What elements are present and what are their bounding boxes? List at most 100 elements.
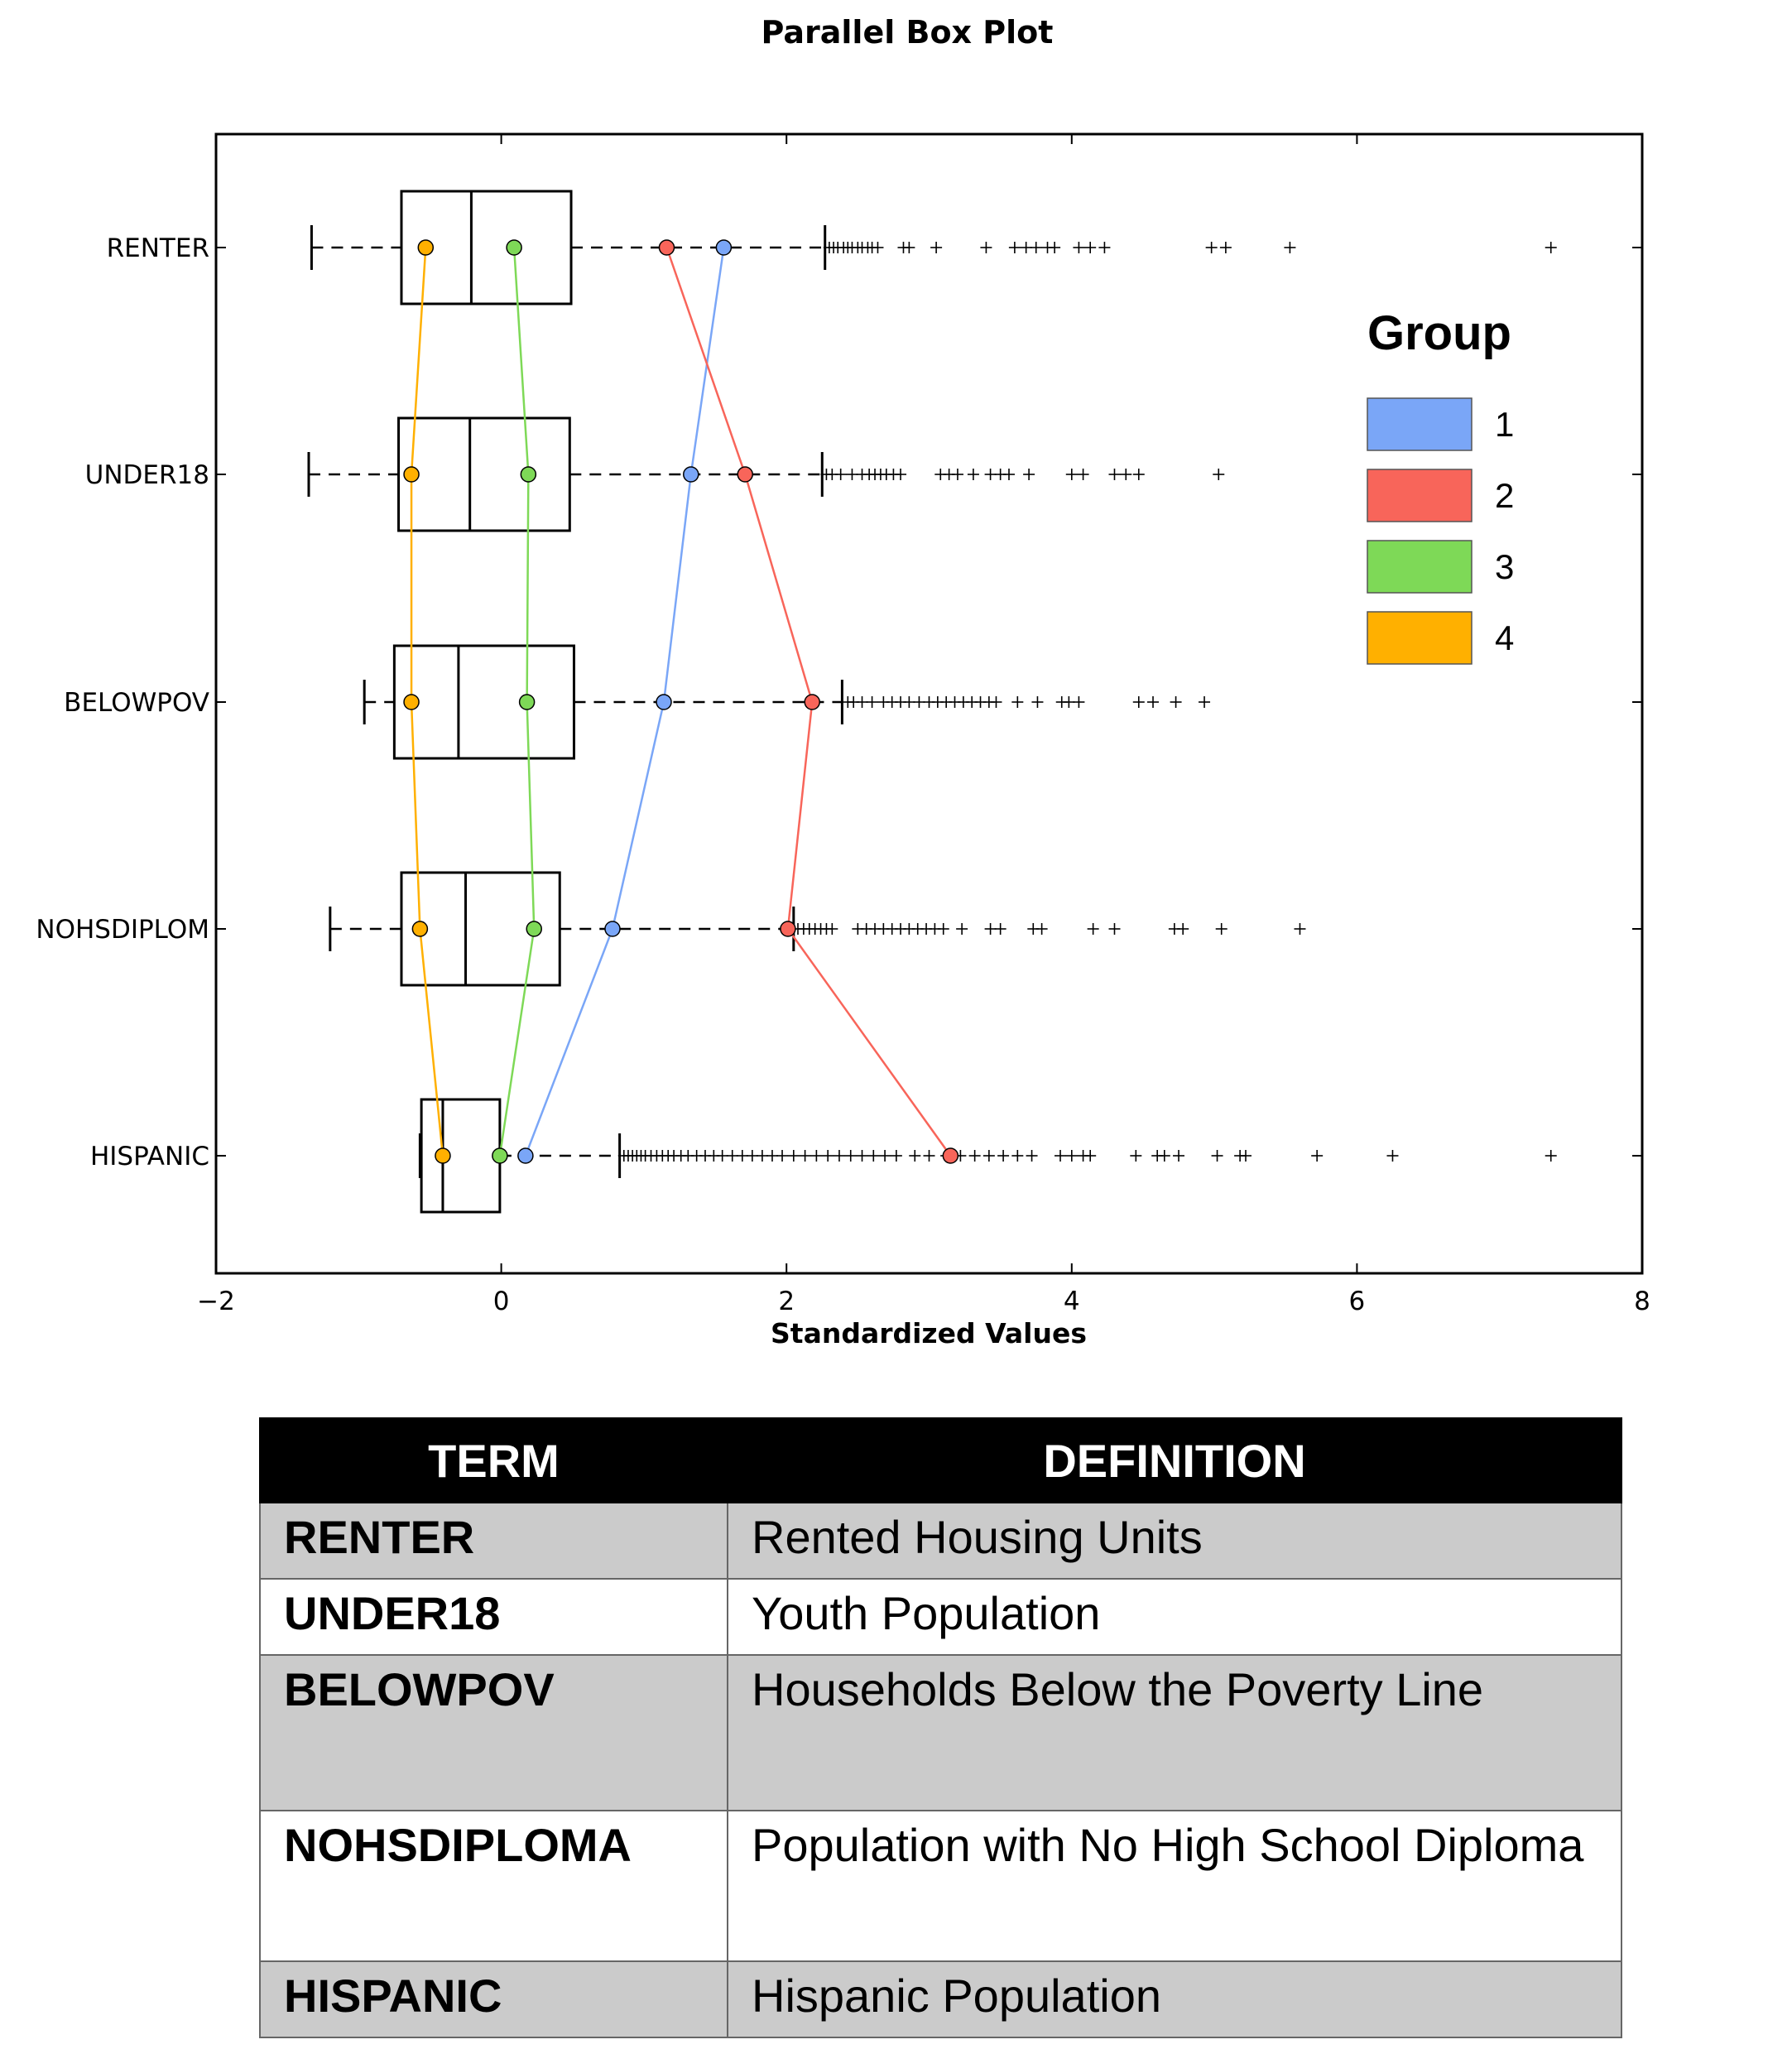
box [397, 416, 571, 532]
outlier-marker [1386, 1150, 1399, 1162]
outlier-marker [1049, 242, 1061, 253]
outlier-marker [1084, 1150, 1097, 1162]
x-tick-label: −2 [197, 1287, 235, 1316]
outlier-marker [822, 1150, 834, 1162]
outlier-marker [856, 1150, 868, 1162]
box [400, 190, 573, 305]
definition-cell: Hispanic Population [727, 1960, 1622, 2038]
outlier-marker [1215, 923, 1227, 935]
legend-label: 2 [1495, 476, 1514, 515]
table-row: HISPANIC Hispanic Population [259, 1960, 1622, 2038]
outlier-marker [967, 469, 979, 480]
x-tick-label: 0 [493, 1287, 510, 1316]
series-point-group-3 [492, 1147, 508, 1164]
outlier-marker [746, 1150, 758, 1162]
parallel-box-plot: Parallel Box Plot −2 0 2 4 6 8 RENTER UNDER18 BE… [36, 14, 1650, 1349]
box [420, 1098, 502, 1214]
term-cell: BELOWPOV [259, 1654, 728, 1811]
definition-cell: Rented Housing Units [727, 1502, 1622, 1580]
outlier-marker [1011, 1150, 1024, 1162]
definition-cell: Households Below the Poverty Line [727, 1654, 1622, 1811]
outlier-marker [879, 1150, 891, 1162]
category-label: HISPANIC [90, 1142, 209, 1171]
definition-cell: Youth Population [727, 1578, 1622, 1656]
series-point-group-4 [403, 694, 420, 710]
outlier-marker [1147, 696, 1160, 708]
series-point-group-3 [506, 239, 522, 256]
series-point-group-1 [683, 466, 699, 483]
outlier-marker [1132, 469, 1145, 480]
outlier-marker [1011, 696, 1024, 708]
term-cell: HISPANIC [259, 1960, 728, 2038]
outlier-marker [1199, 696, 1211, 708]
outlier-marker [1170, 696, 1182, 708]
outlier-marker [1077, 469, 1089, 480]
outlier-marker [997, 1150, 1010, 1162]
outlier-marker [856, 696, 868, 708]
legend-label: 3 [1495, 547, 1514, 586]
outlier-marker [1219, 242, 1232, 253]
category-label: UNDER18 [85, 460, 209, 490]
outlier-marker [1063, 696, 1075, 708]
outlier-marker [1177, 923, 1189, 935]
x-tick-label: 8 [1634, 1287, 1650, 1316]
outlier-marker [1073, 696, 1085, 708]
outlier-marker [1084, 242, 1097, 253]
outlier-marker [1108, 469, 1121, 480]
series-point-group-3 [518, 694, 536, 710]
series-point-group-3 [526, 921, 542, 937]
x-tick-label: 6 [1349, 1287, 1366, 1316]
series-point-group-4 [417, 239, 435, 256]
outlier-marker [1213, 469, 1225, 480]
outlier-marker [1311, 1150, 1324, 1162]
outlier-marker [810, 1150, 823, 1162]
box [392, 644, 575, 760]
outlier-marker [994, 923, 1006, 935]
outlier-marker [799, 1150, 811, 1162]
outlier-marker [1002, 469, 1015, 480]
header-definition: DEFINITION [727, 1417, 1622, 1503]
outlier-marker [1008, 242, 1021, 253]
outlier-marker [1158, 1150, 1170, 1162]
legend-title: Group [1367, 306, 1511, 360]
outlier-marker [716, 1150, 728, 1162]
outlier-marker [923, 1150, 935, 1162]
outlier-marker [1545, 242, 1557, 253]
outlier-marker [909, 1150, 921, 1162]
outlier-marker [913, 696, 925, 708]
series-point-group-1 [656, 694, 672, 710]
outlier-marker [787, 1150, 800, 1162]
series-point-group-2 [658, 239, 675, 256]
series-point-group-2 [942, 1147, 959, 1164]
x-axis-label: Standardized Values [771, 1317, 1087, 1349]
legend-label: 4 [1495, 618, 1514, 657]
series-point-group-4 [411, 921, 429, 937]
outlier-marker [1065, 469, 1078, 480]
outlier-marker [1294, 923, 1306, 935]
table-row: NOHSDIPLOMA Population with No High Scho… [259, 1810, 1622, 1962]
outlier-marker [726, 1150, 738, 1162]
outlier-marker [968, 1150, 981, 1162]
outlier-marker [1120, 469, 1132, 480]
outlier-marker [834, 469, 847, 480]
series-point-group-4 [403, 466, 420, 483]
table-row: UNDER18 Youth Population [259, 1578, 1622, 1656]
outlier-marker [867, 1150, 880, 1162]
legend: Group 1 2 3 4 [1367, 306, 1514, 665]
category-label: BELOWPOV [64, 688, 209, 718]
outlier-marker [980, 242, 992, 253]
outlier-marker [903, 242, 915, 253]
legend-label: 1 [1495, 405, 1514, 444]
outlier-marker [1205, 242, 1218, 253]
outlier-marker [1087, 923, 1099, 935]
term-cell: UNDER18 [259, 1578, 728, 1656]
outlier-marker [1173, 1150, 1185, 1162]
x-tick-label: 2 [778, 1287, 795, 1316]
outlier-marker [766, 1150, 778, 1162]
outlier-marker [1023, 469, 1035, 480]
outlier-marker [1130, 1150, 1142, 1162]
series-point-group-1 [715, 239, 733, 256]
outlier-marker [937, 923, 949, 935]
outlier-marker [903, 696, 915, 708]
outlier-marker [895, 469, 907, 480]
